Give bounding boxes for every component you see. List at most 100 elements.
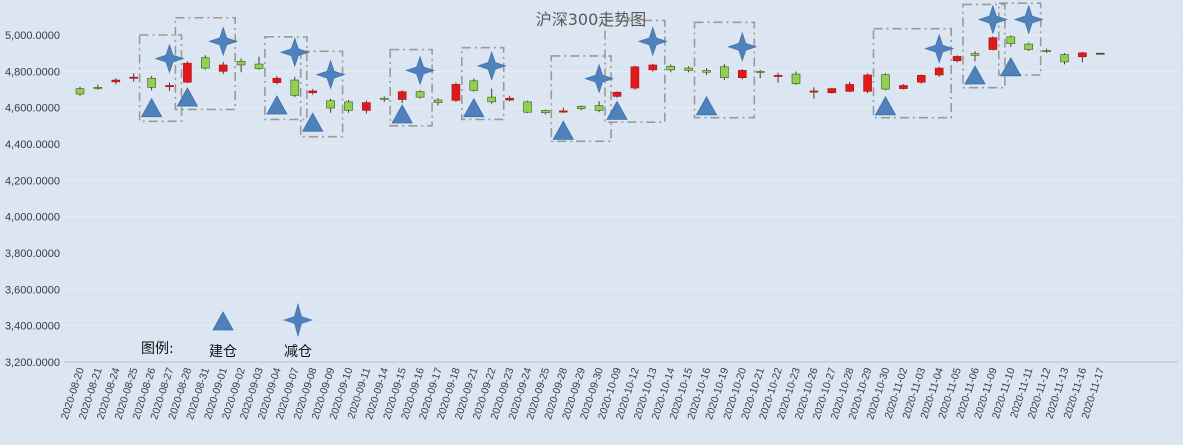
candle-body <box>451 84 461 101</box>
annotation-box <box>389 48 433 127</box>
legend-title: 图例: <box>141 341 174 357</box>
y-tick-label: 3,800.0000 <box>5 248 60 260</box>
reduce-star-marker <box>1013 4 1044 35</box>
reduce-star-marker <box>727 31 758 62</box>
candle-body <box>576 105 586 109</box>
trade-markers <box>140 4 1044 140</box>
reduce-star-marker <box>584 63 615 94</box>
candle <box>737 69 747 80</box>
candle <box>934 66 944 77</box>
candle <box>272 75 282 85</box>
candle-body <box>254 63 264 69</box>
candle <box>290 76 300 98</box>
y-axis: 5,000.0000 4,800.0000 4,600.0000 4,400.0000… <box>5 30 60 369</box>
candle <box>827 87 837 94</box>
candle <box>236 58 246 73</box>
build-triangle-marker <box>1000 56 1022 77</box>
candle <box>541 109 550 115</box>
candle-body <box>415 91 425 98</box>
reduce-star-marker <box>977 4 1008 35</box>
candle-body <box>1060 54 1069 63</box>
candle-body <box>899 85 908 89</box>
candle <box>1006 35 1016 47</box>
annotation-boxes <box>138 2 1042 143</box>
legend-star-icon <box>283 302 313 338</box>
annotation-box <box>264 36 308 121</box>
annotation-box <box>962 3 1006 89</box>
candle <box>612 91 622 98</box>
candle <box>1060 53 1069 65</box>
candle-body <box>809 90 819 93</box>
candle-body <box>863 74 872 92</box>
candle <box>1042 48 1051 54</box>
candle-body <box>218 64 228 72</box>
candle <box>93 84 103 90</box>
annotation-box <box>299 50 344 138</box>
candle <box>129 73 138 82</box>
candle-body <box>881 74 890 90</box>
build-triangle-marker <box>463 97 485 118</box>
legend-triangle-icon <box>212 311 234 331</box>
candle-body <box>702 70 711 73</box>
candle-body <box>791 73 801 84</box>
gridlines <box>64 34 1178 363</box>
candle <box>594 101 604 113</box>
candle-body <box>487 96 497 103</box>
candle-body <box>720 66 729 78</box>
build-triangle-marker <box>695 96 718 116</box>
candle <box>558 107 568 113</box>
candle-body <box>952 56 962 62</box>
candle <box>75 86 85 96</box>
candle <box>415 90 425 99</box>
candle-body <box>845 84 855 92</box>
candle-body <box>344 101 353 111</box>
candle-body <box>541 110 550 114</box>
candle <box>630 65 640 90</box>
annotation-box <box>604 19 666 123</box>
annotation-box <box>460 46 505 121</box>
candle <box>720 64 729 81</box>
candle-body <box>916 75 926 83</box>
candle-body <box>737 70 747 78</box>
candle-body <box>433 99 443 103</box>
build-triangle-marker <box>874 96 897 116</box>
candle <box>791 71 801 85</box>
candle-body <box>612 91 622 97</box>
reduce-star-marker <box>208 26 239 57</box>
y-tick-label: 4,800.0000 <box>5 66 60 78</box>
reduce-star-marker <box>154 43 185 74</box>
build-triangle-marker <box>302 112 324 132</box>
candle-body <box>1042 50 1051 52</box>
candle <box>863 73 872 94</box>
candle <box>684 66 693 73</box>
candle-body <box>773 75 783 77</box>
candle <box>308 89 318 95</box>
annotation-box <box>138 34 183 123</box>
candle-body <box>397 91 407 100</box>
reduce-star-marker <box>405 55 436 86</box>
candle <box>773 72 783 83</box>
annotation-box <box>550 55 612 143</box>
candle <box>183 61 192 84</box>
build-triangle-marker <box>552 120 574 140</box>
reduce-star-marker <box>924 33 955 64</box>
build-triangle-marker <box>176 87 199 107</box>
candle-body <box>111 79 121 83</box>
candle-body <box>648 64 658 71</box>
candle <box>881 73 890 91</box>
candle <box>755 69 765 79</box>
candle-body <box>666 65 676 71</box>
annotation-box <box>693 21 756 119</box>
reduce-star-marker <box>279 37 310 68</box>
y-tick-label: 3,200.0000 <box>5 357 60 369</box>
build-triangle-marker <box>606 100 628 120</box>
candle <box>1096 52 1105 55</box>
candle <box>988 36 998 51</box>
candle <box>397 90 407 104</box>
y-tick-label: 5,000.0000 <box>5 30 60 42</box>
reduce-star-marker <box>315 59 346 90</box>
candle-body <box>75 88 85 95</box>
candle <box>1078 52 1087 63</box>
candle <box>505 95 514 102</box>
